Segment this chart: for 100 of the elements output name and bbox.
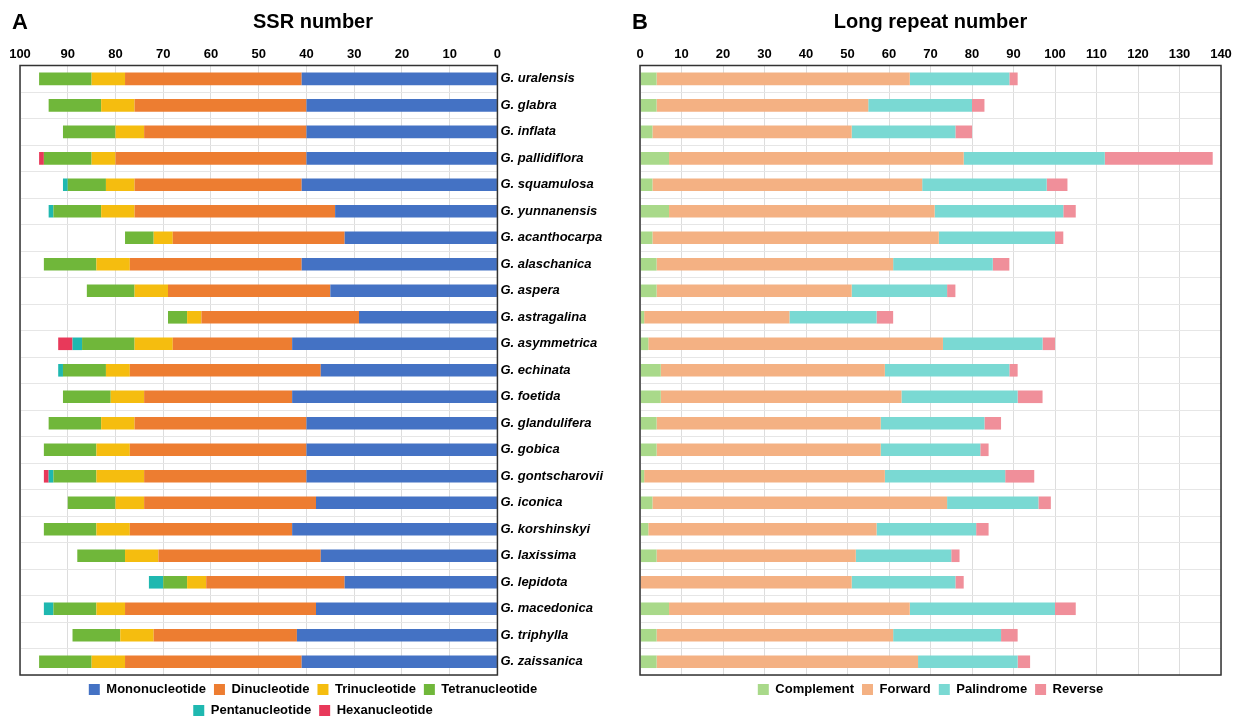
bar [972, 99, 985, 112]
bar [125, 72, 302, 86]
bar [62, 125, 116, 139]
bar [656, 284, 852, 298]
legend-label: Hexanucleotide [336, 702, 433, 718]
bar [669, 205, 935, 218]
bar [58, 364, 63, 377]
bar [301, 655, 497, 669]
bar [640, 390, 661, 404]
bar [644, 311, 790, 324]
y-tick-label: G. inflata [500, 123, 557, 139]
y-tick-label: G. glabra [500, 96, 557, 112]
x-tick-label: 90 [60, 46, 75, 62]
bar [306, 99, 497, 112]
x-tick-label: 110 [1086, 46, 1107, 62]
bar [43, 443, 97, 457]
bar [53, 602, 97, 616]
bar [292, 522, 497, 536]
bar [656, 655, 919, 669]
bar [62, 390, 111, 404]
x-tick-label: 0 [493, 46, 502, 62]
bar [67, 178, 106, 192]
y-tick-label: G. echinata [500, 361, 571, 377]
bar [335, 205, 497, 218]
bar [640, 72, 657, 86]
bar [172, 231, 345, 245]
bar [306, 443, 497, 457]
bar [955, 575, 964, 589]
bar [1055, 231, 1064, 245]
x-tick-label: 90 [1006, 46, 1021, 62]
bar [91, 152, 116, 165]
bar [129, 364, 321, 377]
bar [96, 469, 145, 483]
bar [652, 231, 939, 245]
y-tick-label: G. gobica [500, 441, 560, 457]
bar [669, 152, 964, 165]
bar [963, 152, 1105, 165]
bar [105, 178, 135, 192]
bar [893, 628, 1002, 642]
bar [1104, 152, 1213, 165]
bar [1005, 469, 1035, 483]
bar [640, 522, 649, 536]
legend-label: Pentanucleotide [210, 702, 312, 718]
bar [640, 549, 657, 563]
bar [640, 575, 852, 589]
bar [320, 364, 497, 377]
bar [86, 284, 135, 298]
x-tick-label: 60 [881, 46, 897, 62]
bar [947, 496, 1039, 510]
bar [53, 205, 102, 218]
bar [876, 311, 894, 324]
bar [1017, 390, 1043, 404]
bar [187, 575, 207, 589]
bar [134, 178, 302, 192]
y-tick-label: G. zaissanica [500, 653, 583, 669]
bar [851, 125, 956, 139]
bar [53, 469, 97, 483]
bar [901, 390, 1018, 404]
bar [652, 178, 923, 192]
bar [206, 575, 345, 589]
bar [187, 311, 202, 324]
bar [640, 496, 653, 510]
bar [918, 655, 1018, 669]
bar [144, 390, 293, 404]
bar [125, 549, 159, 563]
bar [125, 655, 302, 669]
bar [876, 522, 977, 536]
bar [110, 390, 145, 404]
bar [134, 205, 336, 218]
bar [656, 443, 881, 457]
bar [868, 99, 972, 112]
bar [1046, 178, 1068, 192]
bar [163, 575, 188, 589]
bar [947, 284, 956, 298]
y-tick-label: G. pallidiflora [500, 149, 584, 165]
bar [980, 443, 989, 457]
y-tick-label: G. gontscharovii [500, 467, 604, 483]
bar [125, 231, 154, 245]
x-tick-label: 80 [964, 46, 980, 62]
bar [640, 205, 670, 218]
bar [62, 178, 68, 192]
bar [660, 364, 885, 377]
bar [640, 655, 657, 669]
bar [39, 655, 92, 669]
bar [951, 549, 960, 563]
y-tick-label: G. laxissima [500, 547, 577, 563]
bar [909, 602, 1055, 616]
bar [43, 522, 97, 536]
bar [320, 549, 497, 563]
bar [648, 337, 943, 351]
y-tick-label: G. macedonica [500, 600, 593, 616]
bar [884, 364, 1010, 377]
x-tick-label: 40 [798, 46, 814, 62]
bar [1063, 205, 1076, 218]
legend-label: Complement [775, 681, 855, 697]
text: A [12, 9, 28, 35]
chart-title: SSR number [252, 9, 374, 32]
bar [306, 417, 497, 430]
bar [115, 125, 145, 139]
bar [96, 602, 126, 616]
